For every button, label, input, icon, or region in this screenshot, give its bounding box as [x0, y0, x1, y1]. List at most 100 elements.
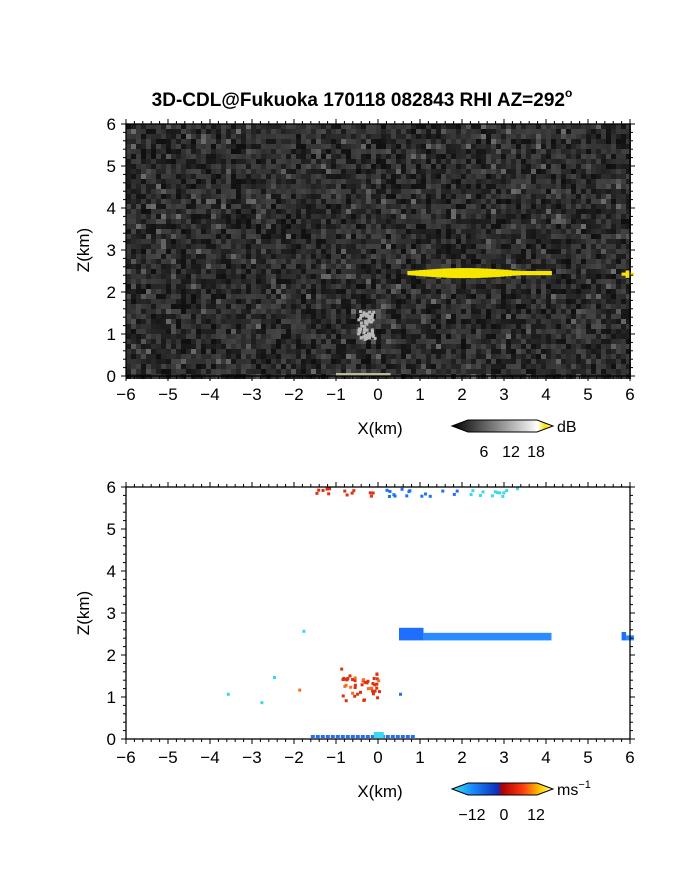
velocity-cell — [527, 632, 532, 641]
echo-cell — [629, 272, 635, 276]
velocity-cell — [501, 494, 505, 498]
velocity-cell — [424, 492, 428, 496]
echo-cell — [487, 268, 492, 278]
velocity-cell — [410, 735, 415, 738]
x-tick-label: −1 — [326, 748, 345, 767]
velocity-cell — [455, 632, 460, 641]
velocity-cell — [452, 492, 456, 496]
velocity-cell — [321, 488, 325, 492]
x-tick-label: 1 — [415, 385, 424, 404]
echo-cell — [365, 314, 369, 318]
velocity-cell — [373, 732, 384, 738]
echo-cell — [370, 313, 374, 317]
echo-cell — [364, 334, 368, 338]
velocity-cell — [495, 632, 500, 641]
plot-area — [126, 487, 630, 739]
velocity-cell — [399, 627, 404, 641]
velocity-cell — [315, 735, 320, 738]
velocity-cell — [471, 489, 475, 493]
velocity-colorbar: ms−1 −12 0 12 — [450, 779, 591, 824]
velocity-cell — [621, 632, 627, 641]
velocity-cell — [346, 676, 350, 680]
velocity-cell — [405, 735, 410, 738]
velocity-cell — [376, 696, 380, 700]
velocity-cell — [419, 627, 424, 641]
velocity-cell — [325, 735, 330, 738]
velocity-cell — [340, 667, 344, 671]
velocity-cell — [463, 632, 468, 641]
velocity-cell — [362, 678, 366, 682]
echo-cell — [357, 332, 361, 336]
velocity-cell — [447, 632, 452, 641]
colorbar-tick-label: 18 — [527, 444, 545, 461]
velocity-cell — [260, 701, 264, 705]
echo-cell — [411, 270, 416, 276]
velocity-cell — [375, 672, 379, 676]
echo-cell — [495, 269, 500, 277]
velocity-cell — [355, 735, 360, 738]
velocity-cell — [335, 735, 340, 738]
echo-cell — [364, 320, 368, 324]
echo-cell — [363, 326, 367, 330]
velocity-cell — [439, 632, 444, 641]
echo-cell — [451, 268, 456, 278]
echo-cell — [359, 310, 363, 314]
velocity-cell — [315, 491, 319, 495]
chart-title: 3D-CDL@Fukuoka 170118 082843 RHI AZ=292o — [152, 86, 573, 111]
colorbar-unit-exponent: −1 — [578, 779, 591, 791]
echo-cell — [365, 312, 369, 316]
echo-cell — [359, 321, 363, 325]
echo-cell — [435, 268, 440, 278]
echo-cell — [543, 271, 548, 276]
x-tick-label: 6 — [625, 385, 634, 404]
echo-cell — [511, 270, 516, 276]
echo-cell — [370, 328, 374, 332]
velocity-cell — [467, 632, 472, 641]
velocity-cell — [507, 632, 512, 641]
y-tick-label: 2 — [107, 646, 116, 665]
velocity-cell — [372, 676, 376, 680]
echo-cell — [367, 319, 371, 323]
echo-cell — [459, 268, 464, 279]
velocity-cell — [502, 491, 506, 495]
echo-cell — [483, 268, 488, 278]
velocity-cell — [325, 487, 329, 491]
echo-cell — [360, 324, 364, 328]
x-tick-label: 2 — [457, 748, 466, 767]
x-tick-label: −5 — [158, 385, 177, 404]
velocity-cell — [427, 632, 432, 641]
velocity-cell — [435, 632, 440, 641]
echo-cell — [419, 270, 424, 277]
velocity-cell — [371, 692, 375, 696]
x-tick-label: 4 — [541, 748, 550, 767]
velocity-cell — [543, 632, 548, 641]
velocity-cell — [327, 492, 331, 496]
velocity-cell — [539, 632, 544, 641]
velocity-cell — [420, 494, 424, 498]
x-tick-label: −6 — [116, 385, 135, 404]
velocity-cell — [390, 735, 395, 738]
velocity-cell — [395, 735, 400, 738]
x-tick-label: 5 — [583, 385, 592, 404]
velocity-cell — [363, 680, 367, 684]
echo-cell — [357, 327, 361, 331]
echo-cell — [369, 332, 373, 336]
velocity-cell — [443, 632, 448, 641]
velocity-cell — [483, 632, 488, 641]
velocity-cell — [535, 632, 540, 641]
velocity-cell — [385, 488, 389, 492]
velocity-cell — [400, 735, 405, 738]
echo-cell — [443, 268, 448, 278]
echo-cell — [364, 337, 368, 341]
y-tick-label: 4 — [107, 562, 116, 581]
velocity-cell — [431, 632, 436, 641]
velocity-cell — [353, 694, 357, 698]
y-tick-label: 5 — [107, 157, 116, 176]
echo-cell — [368, 310, 372, 314]
velocity-cell — [375, 677, 379, 681]
x-tick-label: 3 — [499, 385, 508, 404]
velocity-cell — [328, 487, 332, 491]
y-tick-label: 6 — [107, 115, 116, 134]
velocity-cell — [371, 689, 375, 693]
velocity-cell — [343, 489, 347, 493]
